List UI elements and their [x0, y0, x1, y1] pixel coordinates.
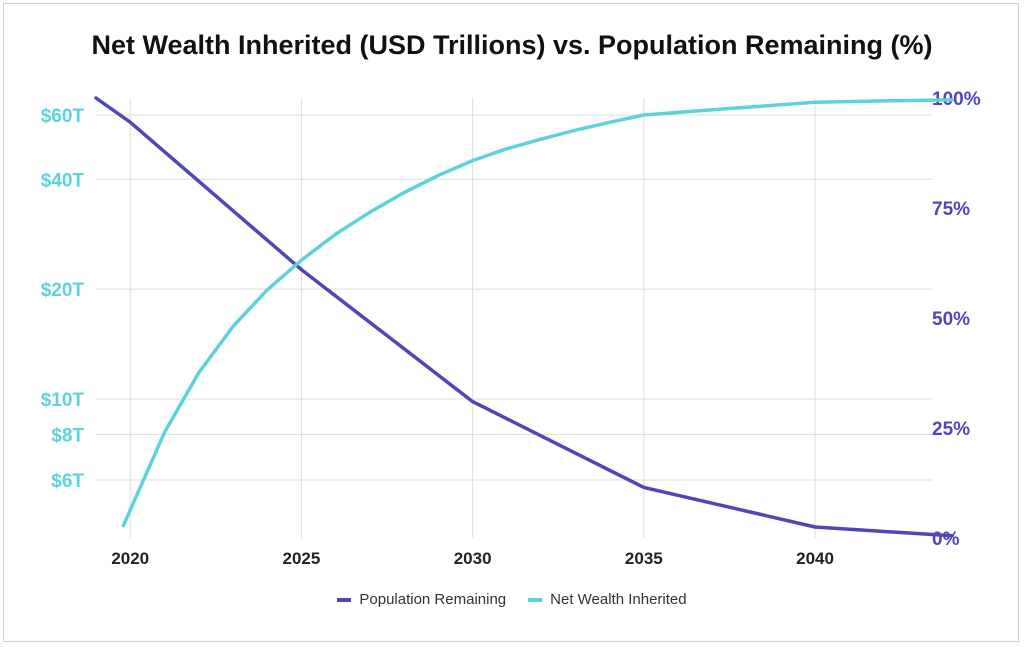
legend-item-wealth[interactable]: Net Wealth Inherited	[528, 591, 687, 608]
series-line-net-wealth-inherited	[121, 98, 954, 528]
grid-layer	[96, 98, 932, 538]
y-right-tick-label: 100%	[932, 89, 981, 110]
y-right-tick-label: 75%	[932, 199, 970, 220]
y-left-tick-label: $60T	[41, 106, 85, 127]
series-line-population-remaining	[94, 96, 954, 538]
legend-label-wealth: Net Wealth Inherited	[550, 591, 687, 608]
x-tick-label-2025: 2025	[283, 549, 321, 568]
x-tick-label-2040: 2040	[796, 549, 834, 568]
x-tick-label-2020: 2020	[111, 549, 149, 568]
y-left-tick-label: $10T	[41, 390, 85, 411]
y-right-tick-label: 50%	[932, 309, 970, 330]
y-left-tick-label: $8T	[51, 425, 84, 446]
x-tick-label-2035: 2035	[625, 549, 663, 568]
chart-title: Net Wealth Inherited (USD Trillions) vs.…	[91, 30, 933, 60]
axis-labels: 2020 2025 2030 2035 2040 $6T $8T $10T $20T $40T $6…	[41, 89, 981, 568]
legend-swatch-population	[337, 597, 352, 602]
legend-swatch-wealth	[528, 597, 543, 602]
y-left-tick-label: $40T	[41, 170, 85, 191]
y-left-tick-label: $6T	[51, 471, 84, 492]
chart-frame	[3, 3, 1019, 642]
series-layer	[94, 96, 954, 538]
legend-item-population[interactable]: Population Remaining	[337, 591, 506, 608]
y-right-tick-label: 25%	[932, 419, 970, 440]
x-tick-label-2030: 2030	[454, 549, 492, 568]
legend-label-population: Population Remaining	[359, 591, 507, 608]
legend: Population Remaining Net Wealth Inherite…	[0, 591, 1024, 608]
y-right-tick-label: 0%	[932, 529, 960, 550]
y-left-tick-label: $20T	[41, 280, 85, 301]
